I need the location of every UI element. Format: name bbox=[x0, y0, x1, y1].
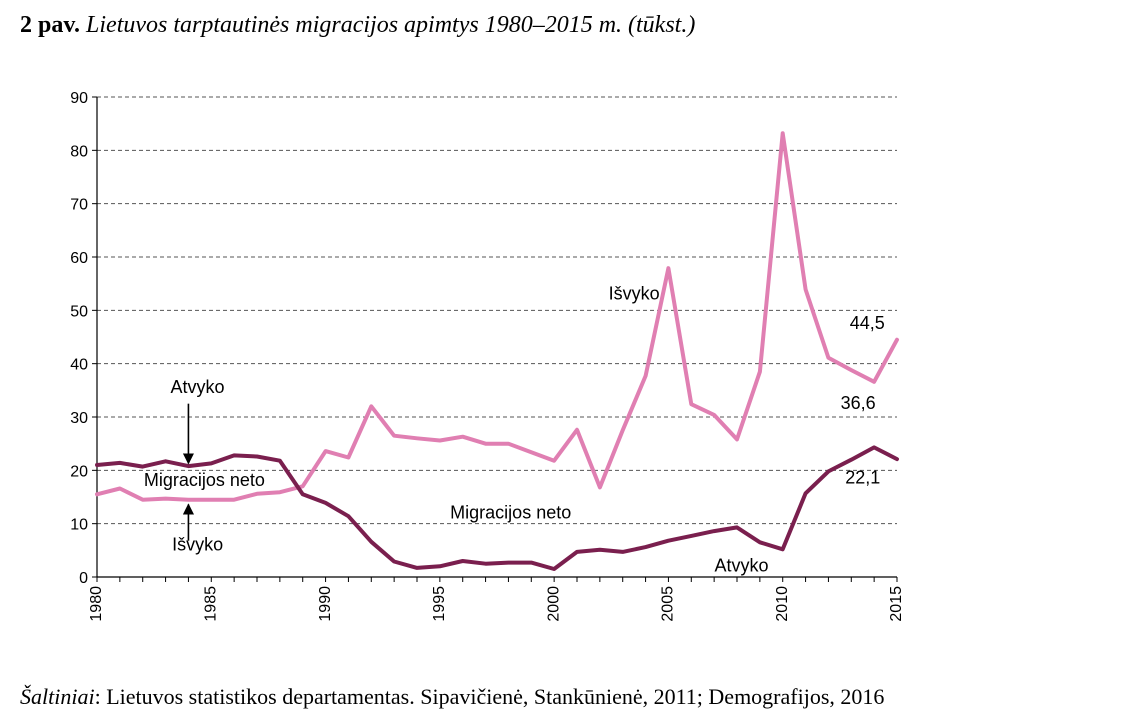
series-line-isvyko bbox=[95, 131, 899, 502]
y-tick-label: 80 bbox=[70, 143, 88, 160]
series-labels: Išvyko Išvyko 44,5 36,6 Atvyko Atvyko 22,1 Migr… bbox=[144, 284, 885, 576]
source-label: Šaltiniai bbox=[20, 684, 95, 709]
series-label: 36,6 bbox=[841, 393, 876, 413]
figure-number: 2 pav. bbox=[20, 12, 81, 38]
axes: 0 10 20 30 40 50 60 70 80 90 1980 1985 1990 1995 2000 2… bbox=[70, 90, 905, 622]
annotation-label: Migracijos neto bbox=[450, 502, 571, 522]
y-tick-label: 20 bbox=[70, 463, 88, 480]
annotation-label: Migracijos neto bbox=[144, 470, 265, 490]
y-tick-label: 90 bbox=[70, 90, 88, 107]
series-label: Atvyko bbox=[715, 556, 769, 576]
x-tick-label: 1990 bbox=[317, 586, 334, 622]
x-tick-label: 1985 bbox=[203, 586, 220, 622]
x-tick-label: 2015 bbox=[888, 586, 905, 622]
x-tick-label: 1980 bbox=[88, 586, 105, 622]
gridlines bbox=[97, 96, 897, 525]
figure-title: 2 pav. Lietuvos tarptautinės migracijos … bbox=[20, 12, 695, 39]
source-note: Šaltiniai: Lietuvos statistikos departam… bbox=[20, 684, 885, 709]
x-tick-label: 2000 bbox=[545, 586, 562, 622]
series-label: Išvyko bbox=[609, 284, 660, 304]
x-tick-label: 1995 bbox=[431, 586, 448, 622]
series-label: 22,1 bbox=[845, 468, 880, 488]
series-label: 44,5 bbox=[850, 313, 885, 333]
series-lines bbox=[95, 131, 899, 571]
series-line-atvyko bbox=[95, 445, 899, 571]
y-tick-label: 60 bbox=[70, 250, 88, 267]
y-tick-label: 70 bbox=[70, 197, 88, 214]
x-tick-label: 2010 bbox=[774, 586, 791, 622]
series-label: Išvyko bbox=[172, 534, 223, 554]
figure-title-text: Lietuvos tarptautinės migracijos apimtys… bbox=[86, 12, 696, 38]
series-label: Atvyko bbox=[171, 377, 225, 397]
x-tick-label: 2005 bbox=[660, 586, 677, 622]
y-tick-label: 10 bbox=[70, 517, 88, 534]
y-tick-label: 40 bbox=[70, 357, 88, 374]
y-tick-label: 0 bbox=[79, 570, 88, 587]
source-text: Lietuvos statistikos departamentas. Sipa… bbox=[106, 684, 885, 709]
y-tick-label: 50 bbox=[70, 303, 88, 320]
y-tick-label: 30 bbox=[70, 410, 88, 427]
